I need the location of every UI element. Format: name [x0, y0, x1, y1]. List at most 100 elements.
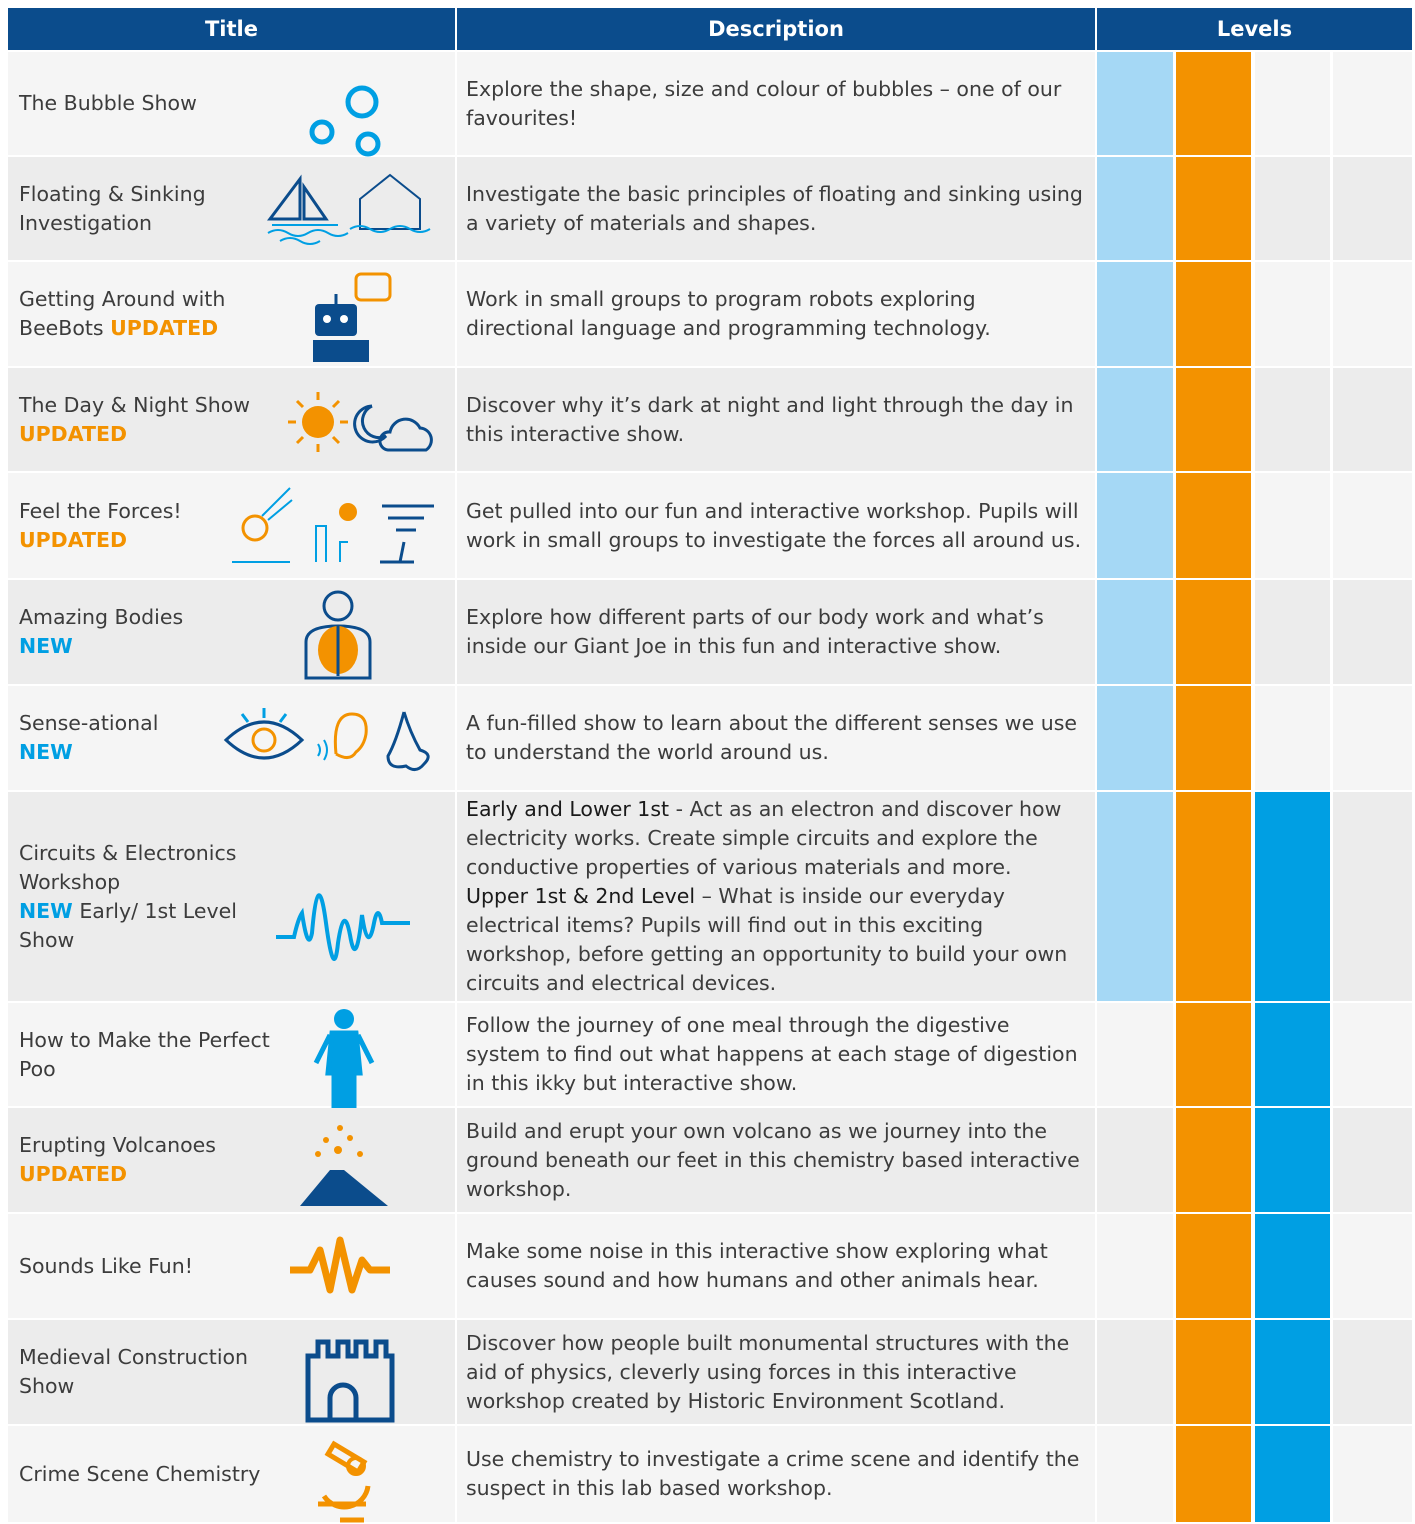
title-cell: The Bubble Show — [19, 52, 279, 155]
title-cell: Getting Around with BeeBots UPDATED — [19, 262, 279, 366]
tag: NEW — [19, 634, 73, 658]
description-cell: Early and Lower 1st - Act as an electron… — [466, 792, 1088, 1001]
title-text: How to Make the Perfect Poo — [19, 1026, 279, 1084]
header-cell: Levels — [1097, 8, 1412, 50]
level-cell — [1333, 792, 1412, 1001]
level-cell — [1255, 580, 1330, 684]
level-cell — [1176, 580, 1251, 684]
icon — [313, 272, 392, 362]
description-part: – What is inside our everyday electrical… — [466, 884, 1068, 995]
icon — [300, 1125, 388, 1206]
icon — [309, 85, 381, 156]
description-part: Build and erupt your own volcano as we j… — [466, 1118, 1080, 1201]
title-text: Sounds Like Fun! — [19, 1252, 193, 1281]
description-part: Follow the journey of one meal through t… — [466, 1013, 1078, 1095]
cell-bg — [8, 157, 455, 260]
level-cell — [1176, 262, 1251, 366]
icon — [276, 893, 410, 961]
cell-bg — [457, 52, 1095, 155]
level-cell — [1255, 262, 1330, 366]
level-cell — [1176, 1320, 1251, 1424]
level-cell — [1097, 1320, 1173, 1424]
title: Floating & Sinking Investigation — [19, 181, 206, 235]
description: Build and erupt your own volcano as we j… — [466, 1117, 1088, 1204]
cell-bg — [8, 262, 455, 366]
description-part: Make some noise in this interactive show… — [466, 1239, 1048, 1292]
title-cell: Sense-ational NEW — [19, 686, 279, 790]
tag-note: Early/ 1st Level Show — [19, 898, 237, 952]
level-cell — [1176, 1426, 1251, 1522]
cell-bg — [8, 1320, 455, 1424]
cell-bg — [457, 1320, 1095, 1424]
title-text: Floating & Sinking Investigation — [19, 180, 279, 238]
title-text: Getting Around with BeeBots UPDATED — [19, 285, 279, 343]
description: Early and Lower 1st - Act as an electron… — [466, 795, 1088, 998]
header-cell: Title — [8, 8, 455, 50]
description-part: Use chemistry to investigate a crime sce… — [466, 1447, 1080, 1500]
description-part: Upper 1st & 2nd Level — [466, 884, 696, 908]
level-cell — [1255, 1320, 1330, 1424]
level-cell — [1176, 473, 1251, 578]
level-cell — [1333, 368, 1412, 471]
title-cell: Circuits & Electronics Workshop NEW Earl… — [19, 792, 279, 1001]
description-part: Discover why it’s dark at night and ligh… — [466, 392, 1074, 446]
description: Make some noise in this interactive show… — [466, 1237, 1088, 1295]
description-part: Investigate the basic principles of floa… — [466, 181, 1083, 235]
level-cell — [1097, 473, 1173, 578]
description-cell: Discover how people built monumental str… — [466, 1320, 1088, 1424]
cell-bg — [8, 1214, 455, 1318]
level-cell — [1255, 1108, 1330, 1212]
level-cell — [1333, 52, 1412, 155]
title-text: Sense-ational NEW — [19, 709, 158, 767]
title-cell: Erupting Volcanoes UPDATED — [19, 1108, 279, 1212]
level-cell — [1333, 580, 1412, 684]
tag: UPDATED — [19, 527, 127, 552]
cell-bg — [457, 157, 1095, 260]
title: Amazing Bodies — [19, 605, 184, 629]
level-cell — [1176, 52, 1251, 155]
level-cell — [1255, 157, 1330, 260]
level-cell — [1333, 1320, 1412, 1424]
cell-bg — [457, 1108, 1095, 1212]
level-cell — [1097, 792, 1173, 1001]
title: Sounds Like Fun! — [19, 1253, 194, 1278]
level-cell — [1097, 1426, 1173, 1522]
level-cell — [1255, 1214, 1330, 1318]
description-cell: Make some noise in this interactive show… — [466, 1214, 1088, 1318]
icon — [304, 590, 372, 680]
icon — [288, 391, 433, 452]
cell-bg — [8, 1108, 455, 1212]
level-cell — [1255, 792, 1330, 1001]
tag: UPDATED — [19, 421, 127, 446]
title-cell: The Day & Night Show UPDATED — [19, 368, 279, 471]
cell-bg — [8, 686, 455, 790]
description-cell: Get pulled into our fun and interactive … — [466, 473, 1088, 578]
cell-bg — [457, 368, 1095, 471]
level-cell — [1255, 1426, 1330, 1522]
cell-bg — [8, 52, 455, 155]
level-cell — [1097, 580, 1173, 684]
title: Sense-ational — [19, 711, 159, 735]
icon — [267, 173, 431, 245]
description-cell: Investigate the basic principles of floa… — [466, 157, 1088, 260]
title: Crime Scene Chemistry — [19, 1461, 261, 1486]
icon — [290, 1236, 390, 1294]
title-text: Erupting Volcanoes UPDATED — [19, 1131, 216, 1189]
level-cell — [1176, 157, 1251, 260]
icon — [318, 1440, 371, 1523]
cell-bg — [8, 792, 455, 1001]
description: Explore how different parts of our body … — [466, 603, 1088, 661]
title-text: The Bubble Show — [19, 89, 197, 118]
cell-bg — [457, 473, 1095, 578]
description-cell: Explore the shape, size and colour of bu… — [466, 52, 1088, 155]
level-cell — [1176, 792, 1251, 1001]
level-cell — [1255, 368, 1330, 471]
description-part: - Act as an electron and discover how el… — [466, 797, 1062, 879]
cell-bg — [457, 1214, 1095, 1318]
level-cell — [1255, 686, 1330, 790]
cell-bg — [8, 580, 455, 684]
title-cell: Sounds Like Fun! — [19, 1214, 279, 1318]
level-cell — [1333, 1426, 1412, 1522]
icon — [313, 1008, 375, 1115]
